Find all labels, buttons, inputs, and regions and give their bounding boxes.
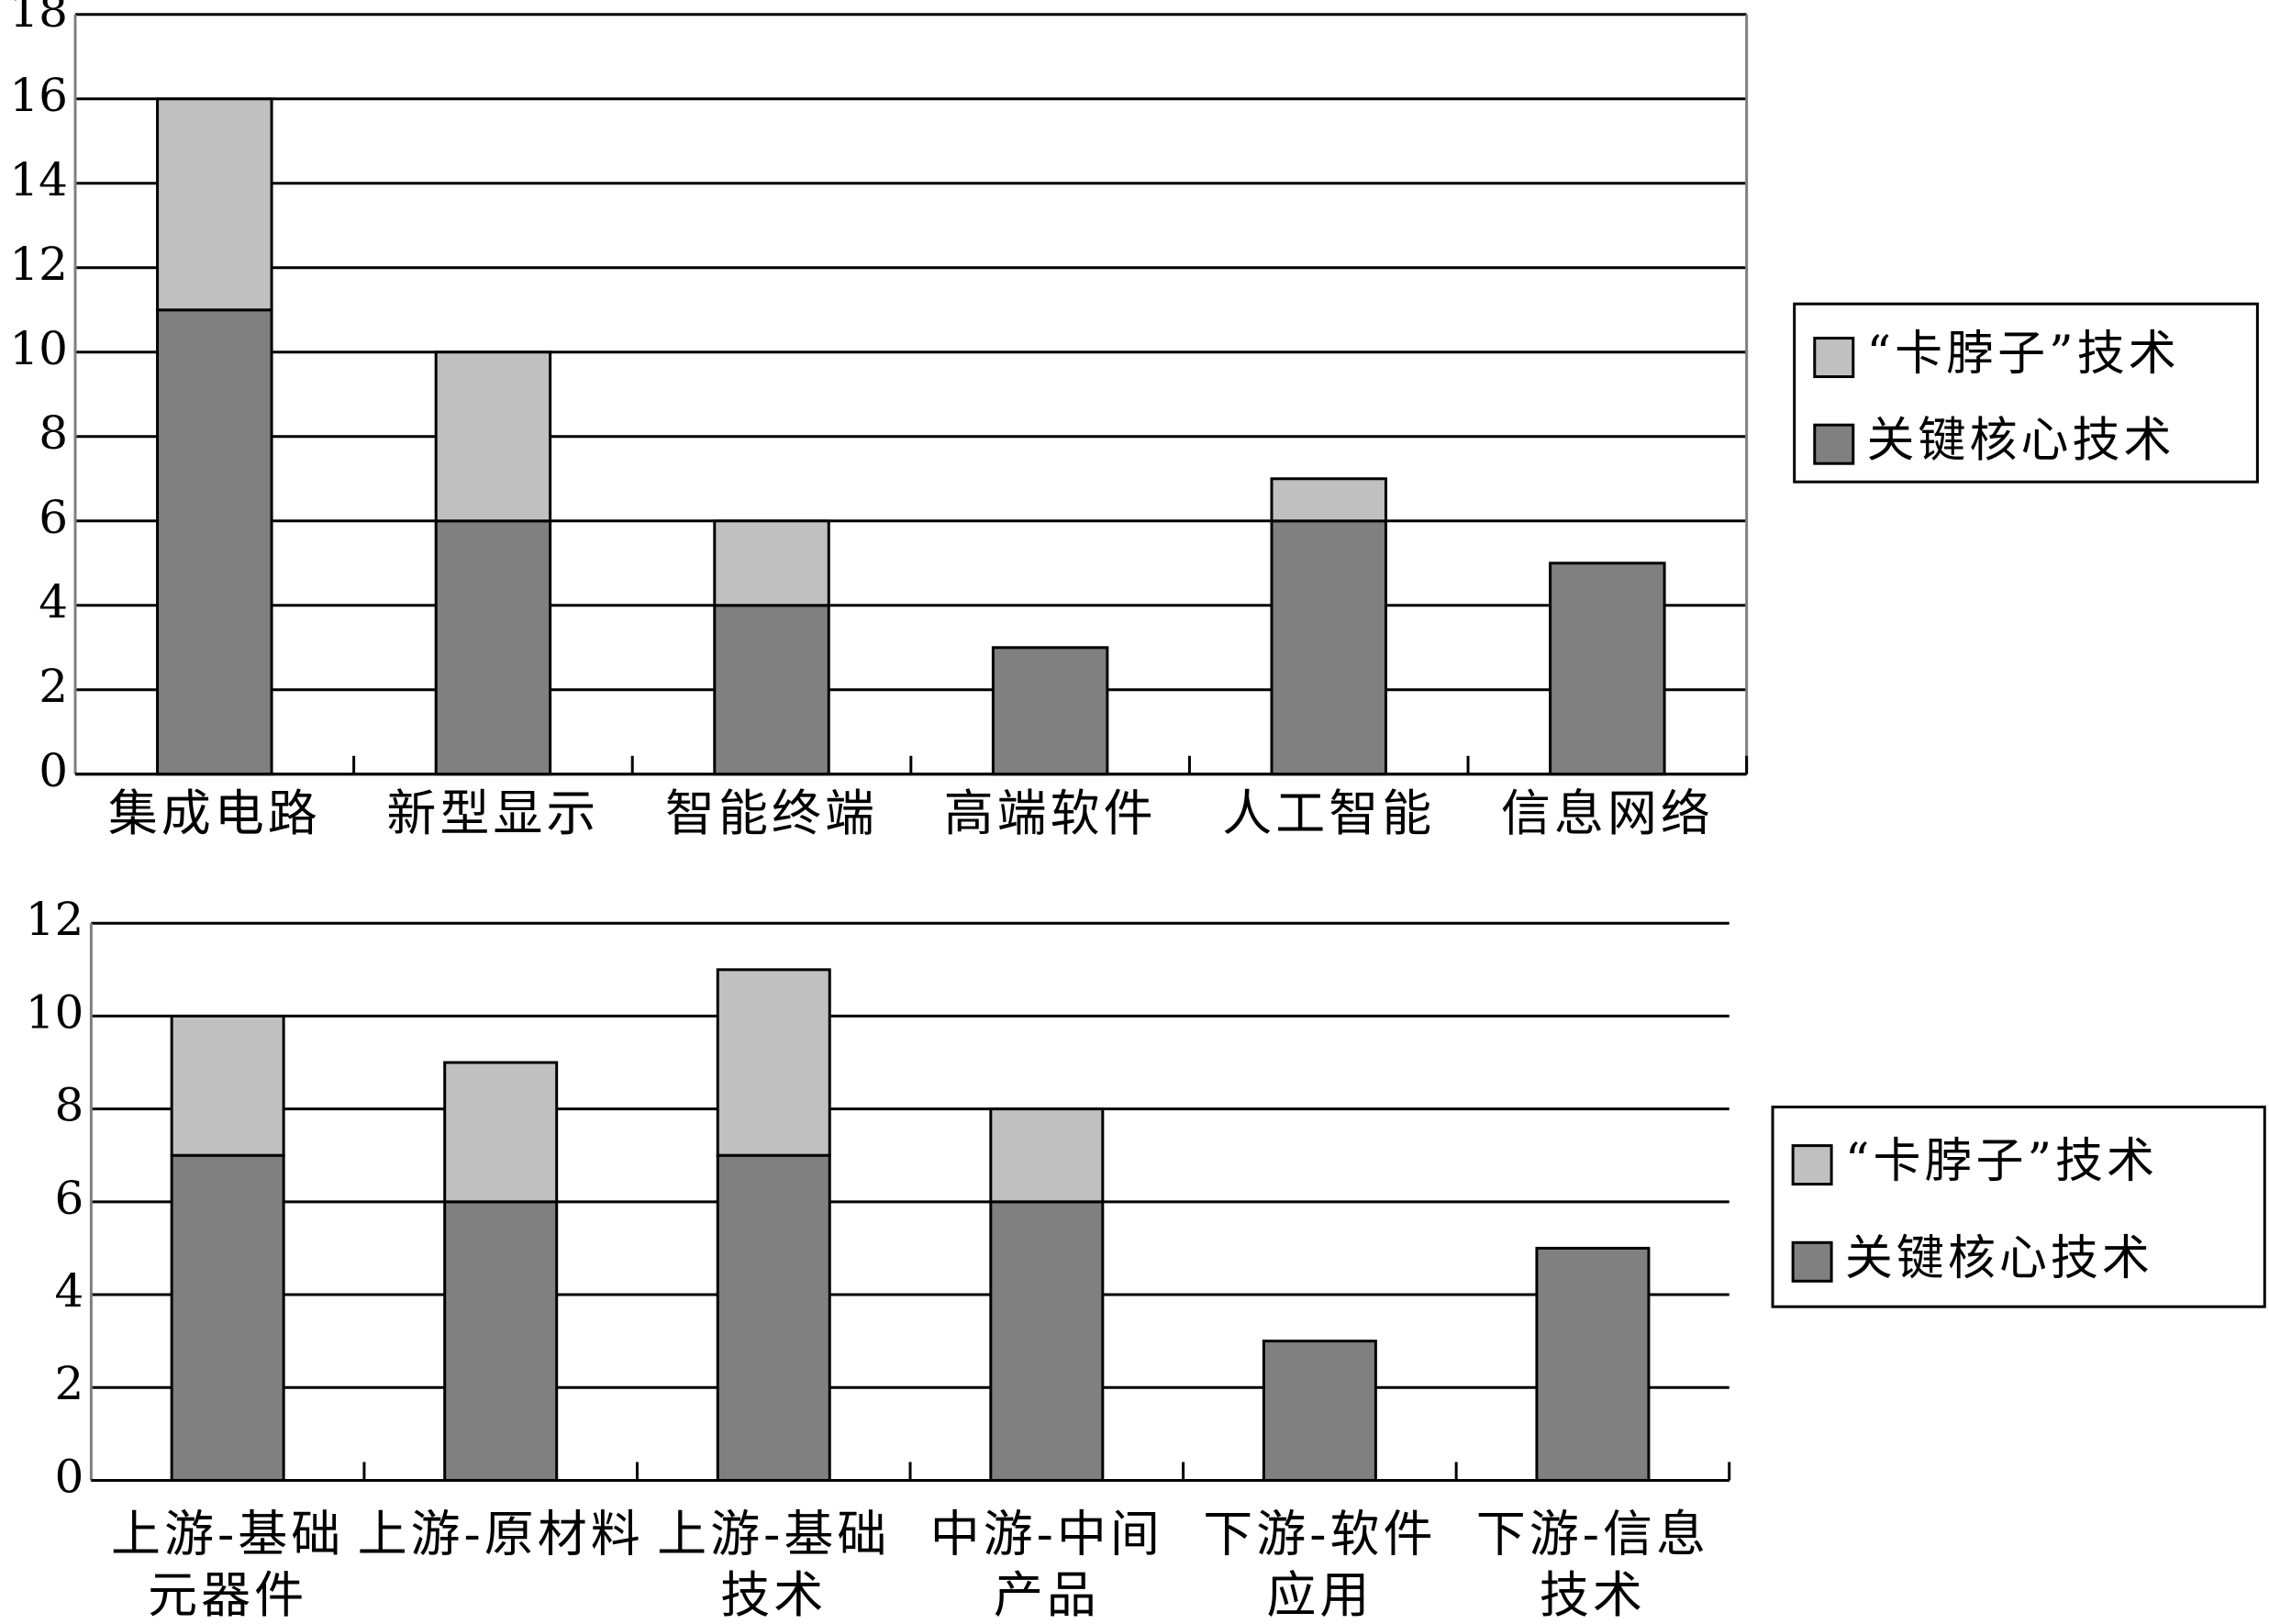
x-tick-label: 上游-基础	[111, 1506, 344, 1563]
legend-label: 关键核心技术	[1867, 414, 2175, 469]
bar-segment	[716, 968, 831, 1157]
bar-segment	[713, 604, 830, 776]
bar-segment	[716, 1153, 831, 1482]
y-tick-label: 2	[55, 1357, 84, 1410]
x-tick-label: 上游-原材料	[358, 1506, 644, 1563]
bar-segment	[434, 519, 552, 776]
y-tick-label: 6	[39, 491, 68, 544]
x-tick-label: 上游-基础	[657, 1506, 890, 1563]
legend-swatch	[1813, 423, 1855, 465]
x-tick-label: 下游-软件	[1203, 1506, 1436, 1563]
y-tick-label: 4	[39, 575, 68, 628]
bar-segment	[1262, 1340, 1377, 1482]
legend-swatch	[1813, 337, 1855, 379]
x-tick-label: 元器件	[148, 1566, 307, 1624]
bar-segment	[989, 1200, 1105, 1482]
x-tick-label: 技术	[720, 1566, 827, 1624]
y-tick-label: 12	[9, 238, 68, 291]
x-tick-label: 新型显示	[386, 784, 599, 842]
legend-label: “卡脖子”技术	[1845, 1134, 2158, 1189]
bar-segment	[443, 1200, 559, 1482]
x-tick-label: 技术	[1540, 1566, 1646, 1624]
y-tick-label: 18	[9, 0, 68, 38]
x-tick-label: 集成电路	[108, 784, 321, 842]
x-tick-label: 产品	[994, 1566, 1100, 1624]
legend-label: “卡脖子”技术	[1867, 327, 2180, 382]
bar-segment	[170, 1014, 285, 1157]
y-tick-label: 2	[39, 660, 68, 713]
bar-segment	[989, 1107, 1105, 1204]
y-tick-label: 4	[55, 1264, 84, 1318]
bar-segment	[156, 97, 273, 312]
legend-swatch	[1791, 1240, 1833, 1283]
bar-segment	[713, 519, 830, 607]
y-tick-label: 8	[39, 406, 68, 460]
x-tick-label: 下游-信息	[1476, 1506, 1709, 1563]
bar-segment	[1270, 519, 1387, 776]
bar-segment	[170, 1153, 285, 1482]
x-tick-label: 高端软件	[944, 784, 1157, 842]
y-tick-label: 6	[55, 1172, 84, 1225]
bar-segment	[1549, 562, 1666, 776]
y-tick-label: 10	[26, 985, 84, 1039]
y-tick-label: 10	[9, 322, 68, 375]
bar-segment	[1535, 1246, 1651, 1482]
y-tick-label: 16	[9, 69, 68, 122]
y-tick-label: 8	[55, 1079, 84, 1132]
bar-segment	[443, 1061, 559, 1204]
legend-box	[1771, 1106, 2266, 1308]
y-tick-label: 0	[39, 744, 68, 797]
x-tick-label: 人工智能	[1222, 784, 1435, 842]
x-tick-label: 智能终端	[665, 784, 878, 842]
bar-segment	[434, 350, 552, 523]
x-tick-label: 中游-中间	[930, 1506, 1163, 1563]
y-tick-label: 14	[9, 153, 68, 206]
x-tick-label: 应用	[1266, 1566, 1373, 1624]
bar-segment	[156, 308, 273, 776]
legend-box	[1793, 302, 2259, 484]
legend-swatch	[1791, 1144, 1833, 1186]
y-tick-label: 0	[55, 1450, 84, 1503]
legend-label: 关键核心技术	[1845, 1231, 2153, 1286]
y-tick-label: 12	[26, 893, 84, 946]
x-tick-label: 信息网络	[1501, 784, 1714, 842]
bar-segment	[1270, 477, 1387, 523]
bar-segment	[991, 646, 1109, 776]
